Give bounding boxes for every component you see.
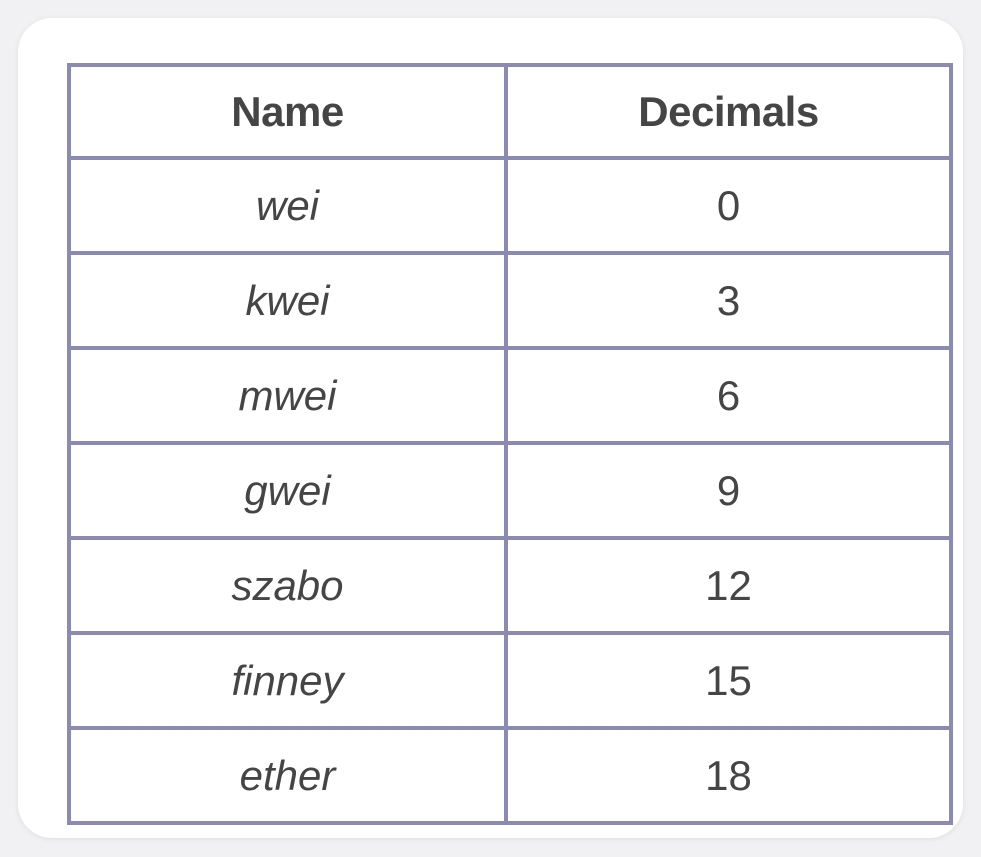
table-row: wei 0 <box>67 156 953 255</box>
decimals-cell: 18 <box>504 726 953 825</box>
unit-name-cell: szabo <box>67 536 508 635</box>
decimals-cell: 3 <box>504 251 953 350</box>
table-row: gwei 9 <box>67 441 953 540</box>
decimals-cell: 9 <box>504 441 953 540</box>
table-card: Name Decimals wei 0 kwei 3 mwei 6 gwei 9 <box>18 18 963 838</box>
unit-name-cell: gwei <box>67 441 508 540</box>
decimals-cell: 12 <box>504 536 953 635</box>
decimals-cell: 6 <box>504 346 953 445</box>
header-decimals: Decimals <box>504 63 953 160</box>
table-row: mwei 6 <box>67 346 953 445</box>
decimals-cell: 15 <box>504 631 953 730</box>
unit-name-cell: finney <box>67 631 508 730</box>
header-name: Name <box>67 63 508 160</box>
table-row: szabo 12 <box>67 536 953 635</box>
unit-name-cell: wei <box>67 156 508 255</box>
table-row: kwei 3 <box>67 251 953 350</box>
table-row: finney 15 <box>67 631 953 730</box>
table-row: ether 18 <box>67 726 953 825</box>
ether-units-table: Name Decimals wei 0 kwei 3 mwei 6 gwei 9 <box>67 63 953 825</box>
unit-name-cell: ether <box>67 726 508 825</box>
decimals-cell: 0 <box>504 156 953 255</box>
unit-name-cell: kwei <box>67 251 508 350</box>
table-header-row: Name Decimals <box>67 63 953 160</box>
unit-name-cell: mwei <box>67 346 508 445</box>
